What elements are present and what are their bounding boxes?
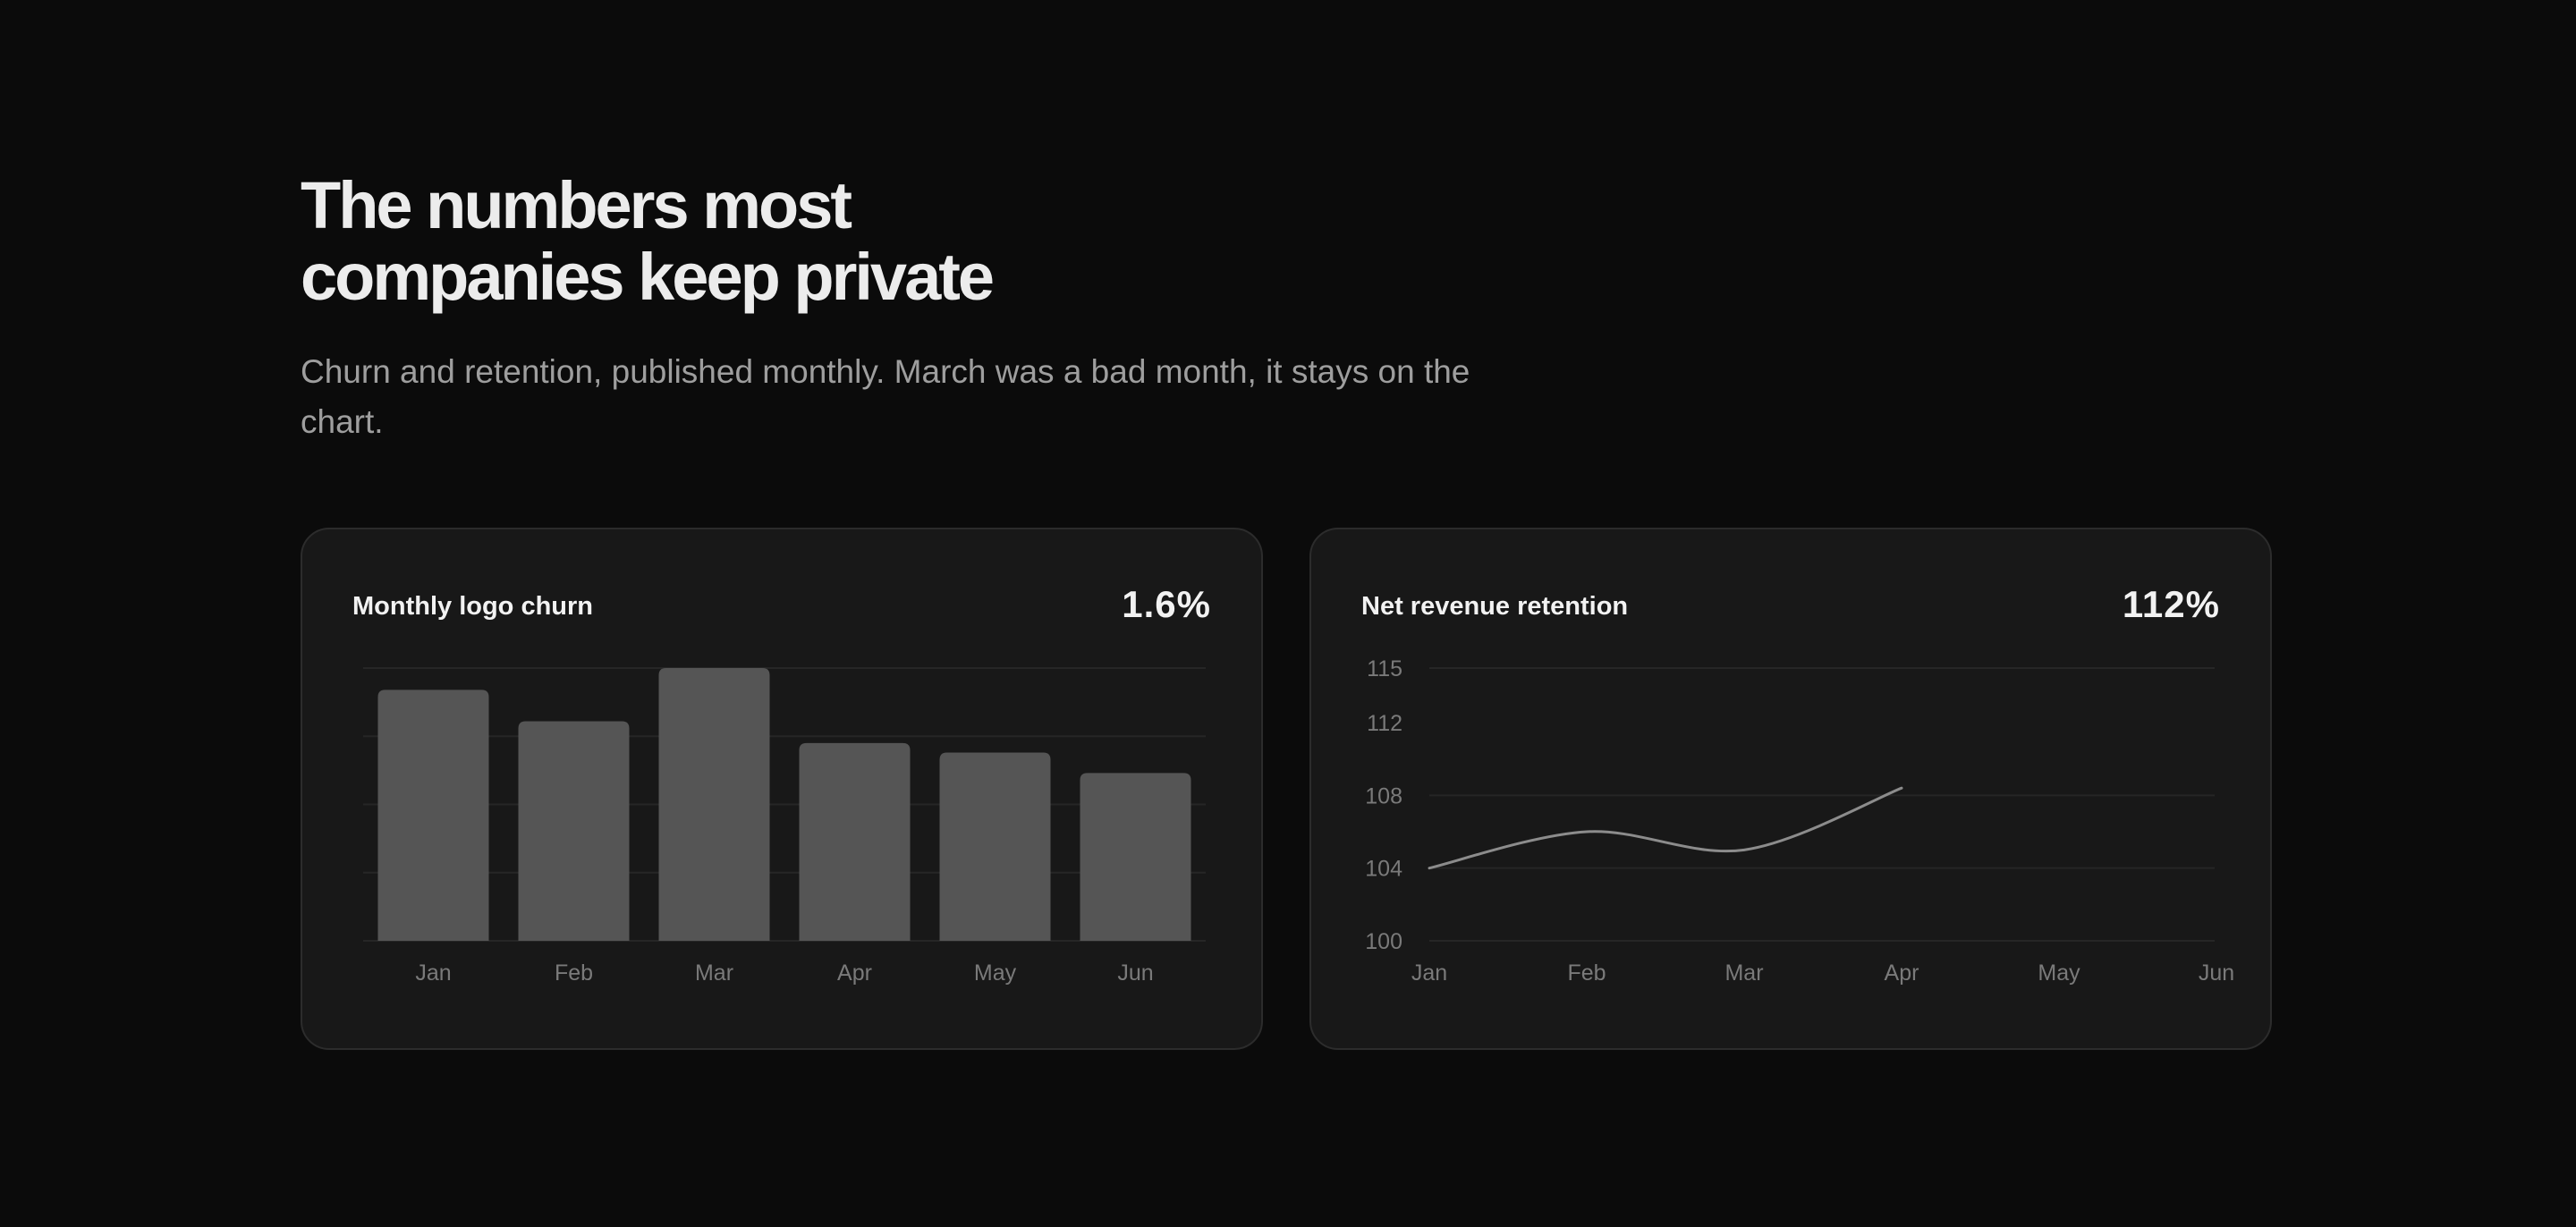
churn-card: Monthly logo churn 1.6% Jan Feb Mar Apr May J… <box>301 528 1263 1050</box>
retention-card: Net revenue retention 112% 100 104 108 112 1… <box>1309 528 2272 1050</box>
retention-card-title: Net revenue retention <box>1361 592 1629 621</box>
x-tick-label: Apr <box>1885 960 1919 986</box>
x-tick-label: May <box>974 960 1017 986</box>
x-tick-label: Jan <box>415 960 451 986</box>
retention-series-line <box>1428 786 1903 870</box>
x-tick-label: Jun <box>1117 960 1153 986</box>
x-tick-label: Mar <box>1724 960 1763 986</box>
y-tick-label: 104 <box>1365 857 1402 882</box>
chart-cards: Monthly logo churn 1.6% Jan Feb Mar Apr May J… <box>301 528 2275 1054</box>
churn-card-value: 1.6% <box>1122 583 1211 625</box>
x-tick-label: May <box>2038 960 2080 986</box>
x-tick-label: Jun <box>2199 960 2234 986</box>
bar-may <box>939 752 1051 941</box>
bar-jan <box>377 690 489 941</box>
bar-jun <box>1080 773 1191 941</box>
x-tick-label: Jan <box>1411 960 1447 986</box>
x-tick-label: Feb <box>1567 960 1606 986</box>
y-tick-label: 112 <box>1367 711 1402 736</box>
x-tick-label: Feb <box>555 960 593 986</box>
retention-line-chart: 100 104 108 112 115 Jan Feb Mar Apr May Jun <box>1365 656 2234 986</box>
churn-card-title: Monthly logo churn <box>352 592 594 621</box>
bar-apr <box>799 742 911 941</box>
y-tick-label: 115 <box>1367 656 1402 681</box>
y-tick-label: 108 <box>1365 783 1402 808</box>
churn-bar-chart: Jan Feb Mar Apr May Jun <box>363 667 1206 986</box>
x-tick-label: Apr <box>837 960 872 986</box>
bar-mar <box>658 668 770 941</box>
y-tick-label: 100 <box>1365 929 1402 954</box>
page-title: The numbers most companies keep private <box>301 168 995 314</box>
page-subtitle: Churn and retention, published monthly. … <box>301 353 1470 440</box>
retention-card-value: 112% <box>2122 583 2220 625</box>
metrics-section: The numbers most companies keep private … <box>301 168 2275 1050</box>
bar-feb <box>518 721 630 941</box>
x-tick-label: Mar <box>695 960 733 986</box>
